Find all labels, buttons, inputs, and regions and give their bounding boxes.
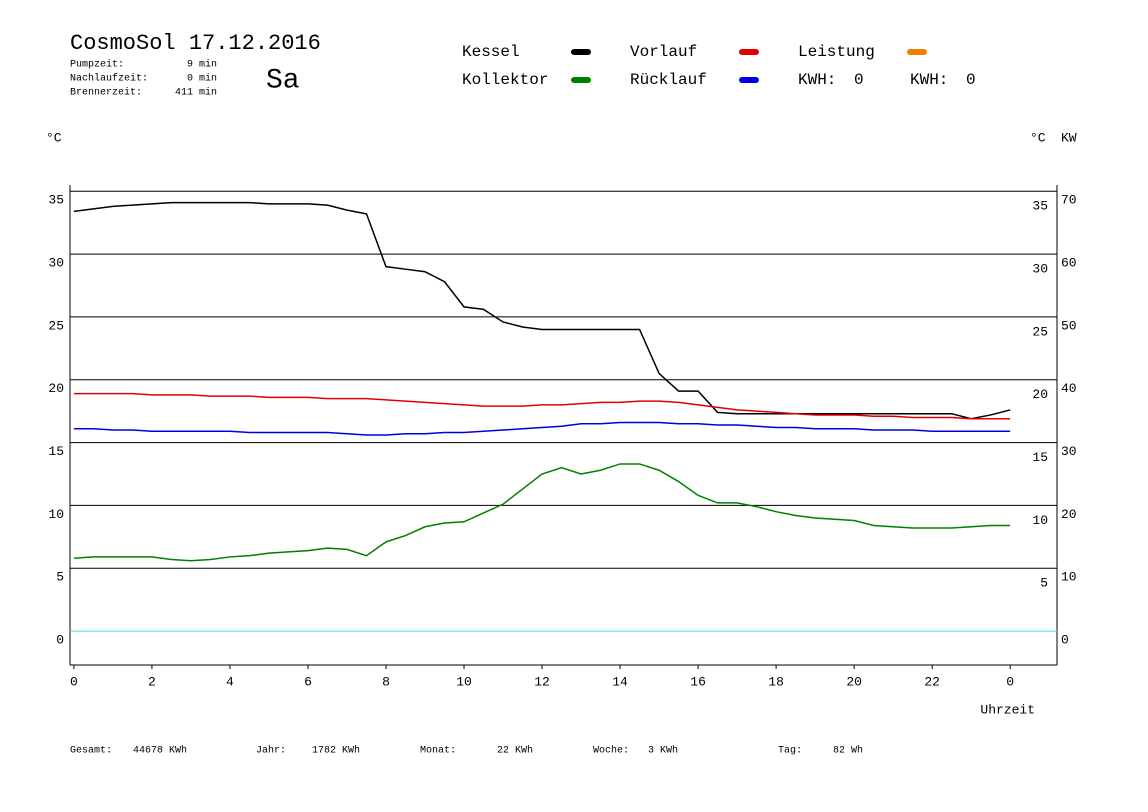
- footer-value: 22 KWh: [497, 745, 533, 757]
- y2-tick-label: 50: [1061, 318, 1077, 333]
- legend-label: Vorlauf: [630, 43, 697, 61]
- legend-label: Kollektor: [462, 71, 548, 89]
- x-tick-label: 0: [1006, 674, 1014, 689]
- y2-tick-label: 60: [1061, 256, 1077, 271]
- footer-label: Monat:: [420, 746, 456, 757]
- info-label: Brennerzeit:: [70, 87, 142, 99]
- info-value: 411 min: [175, 87, 217, 99]
- kwh-label: KWH:: [910, 71, 948, 89]
- y2-tick-label: 20: [1061, 507, 1077, 522]
- info-label: Nachlaufzeit:: [70, 73, 148, 85]
- y-tick-label-right: 20: [1032, 387, 1048, 402]
- y2-tick-label: 30: [1061, 444, 1077, 459]
- kwh-label: KWH:: [798, 71, 836, 89]
- y-tick-label: 10: [48, 507, 64, 522]
- y2-tick-label: 0: [1061, 633, 1069, 648]
- x-tick-label: 8: [382, 674, 390, 689]
- footer-value: 3 KWh: [648, 745, 678, 757]
- y-tick-label-right: 30: [1032, 262, 1048, 277]
- y-tick-label-right: 15: [1032, 450, 1048, 465]
- x-tick-label: 14: [612, 674, 628, 689]
- y-tick-label: 20: [48, 381, 64, 396]
- title: CosmoSol 17.12.2016: [70, 31, 321, 56]
- day: Sa: [266, 65, 300, 96]
- y-tick-label-right: 25: [1032, 324, 1048, 339]
- y-tick-label: 35: [48, 193, 64, 208]
- x-tick-label: 0: [70, 674, 78, 689]
- x-tick-label: 4: [226, 674, 234, 689]
- y-tick-label: 5: [56, 570, 64, 585]
- y-tick-label-right: 5: [1040, 576, 1048, 591]
- info-label: Pumpzeit:: [70, 59, 124, 71]
- info-value: 0 min: [187, 73, 217, 85]
- x-tick-label: 20: [846, 674, 862, 689]
- x-tick-label: 22: [924, 674, 940, 689]
- kwh-value: 0: [854, 71, 864, 89]
- footer-label: Gesamt:: [70, 746, 112, 757]
- y2-unit: KW: [1061, 130, 1077, 145]
- y-tick-label: 25: [48, 318, 64, 333]
- x-tick-label: 16: [690, 674, 706, 689]
- y-tick-label-right: 35: [1032, 199, 1048, 214]
- y2-tick-label: 40: [1061, 381, 1077, 396]
- x-tick-label: 6: [304, 674, 312, 689]
- x-tick-label: 10: [456, 674, 472, 689]
- x-tick-label: 12: [534, 674, 550, 689]
- series-line: [73, 421, 1011, 436]
- footer-value: 44678 KWh: [133, 745, 187, 757]
- y2-tick-label: 70: [1061, 193, 1077, 208]
- x-label: Uhrzeit: [980, 702, 1035, 717]
- legend-label: Kessel: [462, 43, 520, 61]
- footer-label: Jahr:: [256, 745, 286, 757]
- y-tick-label: 0: [56, 633, 64, 648]
- y-tick-label-right: 10: [1032, 513, 1048, 528]
- footer-value: 82 Wh: [833, 745, 863, 757]
- x-tick-label: 2: [148, 674, 156, 689]
- footer-label: Tag:: [778, 746, 802, 757]
- legend-label: Leistung: [798, 43, 875, 61]
- y-tick-label: 15: [48, 444, 64, 459]
- footer-value: 1782 KWh: [312, 745, 360, 757]
- footer-label: Woche:: [593, 745, 629, 757]
- series-line: [73, 463, 1011, 562]
- legend-label: Rücklauf: [630, 71, 707, 89]
- y-tick-label: 30: [48, 256, 64, 271]
- info-value: 9 min: [187, 59, 217, 71]
- series-line: [73, 201, 1011, 420]
- y-unit-right: °C: [1030, 130, 1046, 145]
- kwh-value: 0: [966, 71, 976, 89]
- series-line: [73, 392, 1011, 420]
- y-unit: °C: [46, 130, 62, 145]
- y2-tick-label: 10: [1061, 570, 1077, 585]
- x-tick-label: 18: [768, 674, 784, 689]
